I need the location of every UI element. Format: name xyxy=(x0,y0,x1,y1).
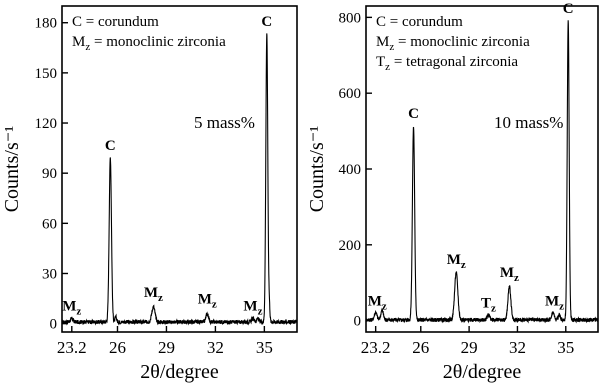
y-tick-label: 150 xyxy=(35,66,58,82)
legend-entry: Mz = monoclinic zirconia xyxy=(72,34,226,53)
x-axis-label: 2θ/degree xyxy=(140,361,219,383)
y-tick-label: 400 xyxy=(339,162,362,178)
peak-label-corundum: C xyxy=(563,1,574,17)
y-tick-label: 600 xyxy=(339,86,362,102)
x-tick-label: 29 xyxy=(461,338,478,357)
x-tick-label: 26 xyxy=(412,338,429,357)
x-tick-label: 35 xyxy=(557,338,574,357)
peak-label-corundum: C xyxy=(408,106,419,122)
peak-label-zirconia: Mz xyxy=(62,298,81,317)
y-tick-label: 200 xyxy=(339,238,362,254)
y-tick-label: 180 xyxy=(35,16,58,32)
x-tick-label: 23.2 xyxy=(361,338,391,357)
xrd-trace xyxy=(61,33,298,326)
y-tick-label: 0 xyxy=(50,317,58,333)
xrd-trace xyxy=(365,20,599,324)
y-tick-label: 60 xyxy=(42,216,57,232)
legend-entry: Tz = tetragonal zirconia xyxy=(376,54,518,73)
sample-annotation: 5 mass% xyxy=(194,113,255,132)
peak-label-zirconia: Mz xyxy=(447,252,466,271)
peak-label-corundum: C xyxy=(105,138,116,154)
xrd-panel-10-mass: 0 200 400 600 800 23.2 26 29 32 35 2θ/degree Counts… xyxy=(306,1,599,383)
plot-frame xyxy=(61,5,298,333)
x-axis-label: 2θ/degree xyxy=(443,361,522,383)
x-tick-label: 35 xyxy=(256,338,273,357)
peak-label-zirconia: Mz xyxy=(368,293,387,312)
legend-entry: C = corundum xyxy=(72,14,159,30)
x-tick-label: 32 xyxy=(509,338,526,357)
peak-label-zirconia: Mz xyxy=(243,298,262,317)
peak-label-zirconia: Mz xyxy=(500,265,519,284)
x-tick-label: 32 xyxy=(207,338,224,357)
peak-label-zirconia: Mz xyxy=(198,292,217,311)
y-tick-label: 90 xyxy=(42,166,57,182)
peak-label-zirconia: Mz xyxy=(545,293,564,312)
peak-label-corundum: C xyxy=(261,14,272,30)
legend-entry: Mz = monoclinic zirconia xyxy=(376,34,530,53)
legend-entry: C = corundum xyxy=(376,14,463,30)
peak-label-zirconia: Tz xyxy=(481,296,496,315)
y-tick-label: 0 xyxy=(354,314,362,330)
x-tick-label: 26 xyxy=(109,338,126,357)
y-tick-label: 800 xyxy=(339,10,362,26)
y-tick-label: 30 xyxy=(42,266,57,282)
y-tick-label: 120 xyxy=(35,116,58,132)
y-axis-label: Counts/s⁻¹ xyxy=(306,126,328,213)
xrd-panel-5-mass: 0 30 60 90 120 150 180 23.2 26 29 32 35 2θ/degree Cou… xyxy=(1,5,298,383)
sample-annotation: 10 mass% xyxy=(494,113,563,132)
peak-label-zirconia: Mz xyxy=(144,285,163,304)
x-tick-label: 23.2 xyxy=(57,338,87,357)
y-axis-label: Counts/s⁻¹ xyxy=(1,126,23,213)
x-tick-label: 29 xyxy=(158,338,175,357)
